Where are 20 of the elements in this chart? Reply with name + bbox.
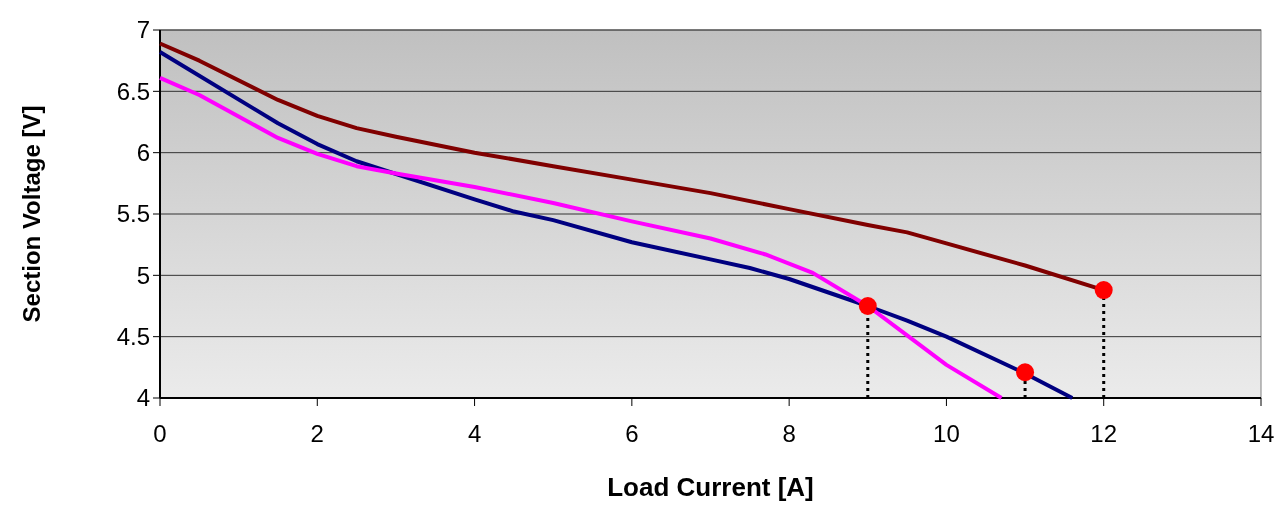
point: [858, 297, 877, 315]
y-tick-label: 6: [136, 139, 150, 167]
x-tick-label: 12: [1090, 420, 1118, 447]
x-tick-label: 8: [782, 420, 796, 447]
x-axis-title: Load Current [A]: [607, 472, 814, 502]
y-tick-label: 6.5: [116, 77, 150, 105]
y-tick-label: 5: [136, 261, 150, 289]
y-tick-label: 5.5: [116, 200, 150, 228]
point: [1016, 363, 1035, 382]
x-tick-label: 2: [310, 420, 324, 447]
x-tick-label: 0: [153, 420, 167, 447]
y-axis-title: Section Voltage [V]: [18, 105, 45, 323]
y-tick-label: 4: [136, 384, 150, 412]
y-tick-label: 7: [136, 16, 150, 44]
y-tick-label: 4.5: [116, 323, 150, 351]
point: [1094, 281, 1113, 300]
x-tick-label: 10: [933, 420, 960, 447]
x-tick-label: 4: [467, 420, 482, 447]
x-tick-label: 14: [1247, 420, 1274, 447]
x-tick-label: 6: [625, 420, 639, 447]
